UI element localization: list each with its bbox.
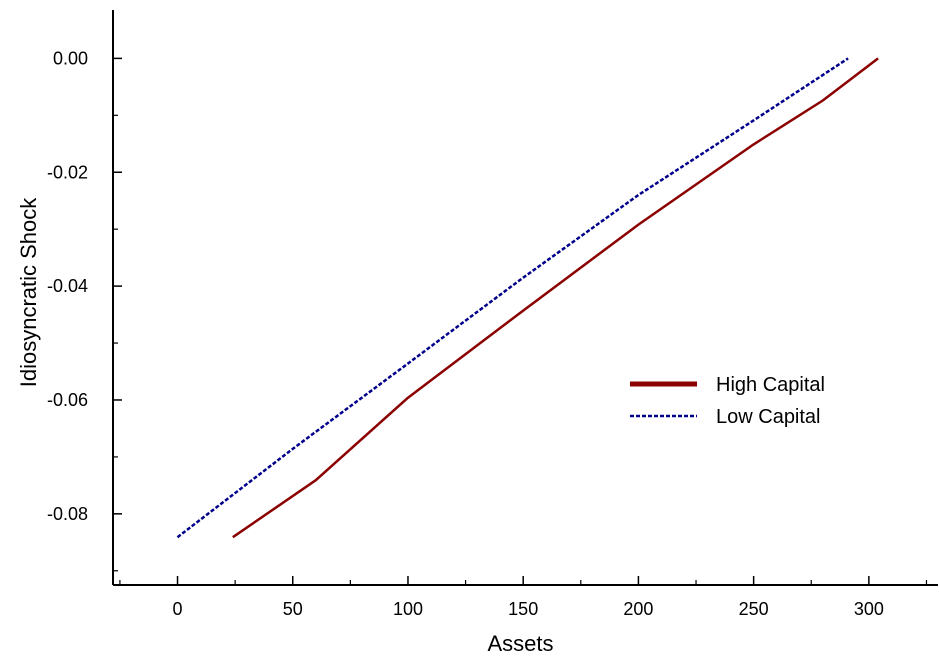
x-tick-label: 300 (854, 599, 884, 619)
y-tick-label: -0.04 (47, 276, 88, 296)
x-tick-label: 0 (173, 599, 183, 619)
plot-area (176, 57, 879, 539)
series-line-low-capital (176, 57, 849, 539)
y-tick-label: -0.08 (47, 504, 88, 524)
y-tick-label: 0.00 (53, 48, 88, 68)
x-axis-title: Assets (487, 631, 553, 656)
legend-label-low-capital: Low Capital (716, 406, 821, 428)
y-tick-label: -0.06 (47, 390, 88, 410)
axes: 0 50 100 150 200 250 300 0.00 -0.02 -0.04 -0.06 -0.… (47, 10, 938, 619)
y-axis-title: Idiosyncratic Shock (16, 197, 41, 388)
x-tick-label: 50 (283, 599, 303, 619)
x-tick-label: 100 (393, 599, 423, 619)
x-tick-label: 150 (508, 599, 538, 619)
series-line-high-capital (232, 57, 879, 539)
x-tick-label: 200 (623, 599, 653, 619)
x-tick-label: 250 (739, 599, 769, 619)
y-tick-label: -0.02 (47, 162, 88, 182)
legend: High Capital Low Capital (630, 374, 825, 428)
legend-label-high-capital: High Capital (716, 374, 825, 396)
